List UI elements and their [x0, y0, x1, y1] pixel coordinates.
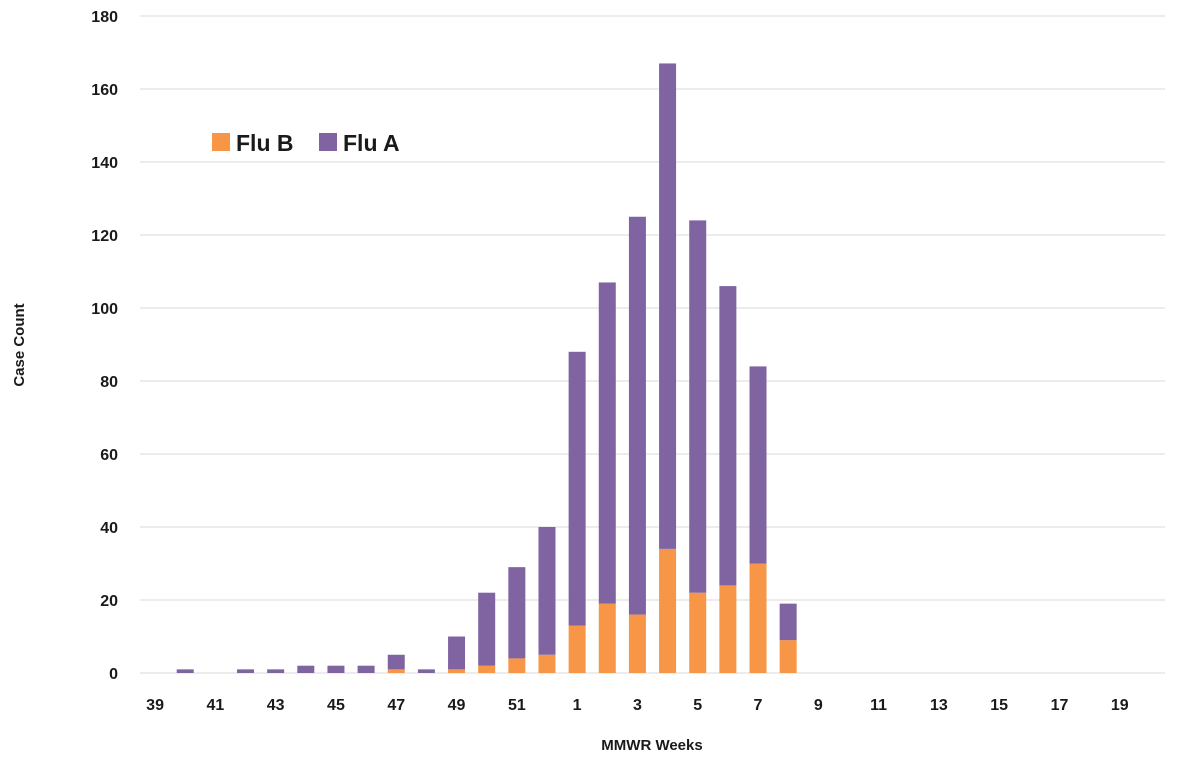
bar-flu-a [659, 63, 677, 549]
bar-flu-a [176, 669, 194, 673]
bars [176, 63, 797, 673]
bar-flu-b [387, 669, 405, 673]
legend-label-flu-a: Flu A [343, 130, 400, 156]
x-axis-title: MMWR Weeks [601, 737, 702, 754]
bar-flu-a [568, 351, 586, 626]
y-tick-label: 40 [100, 520, 118, 537]
bar-flu-b [779, 640, 797, 673]
bar-flu-b [508, 658, 526, 673]
bar-flu-a [478, 592, 496, 666]
x-tick-label: 9 [814, 697, 823, 714]
bar-flu-a [357, 665, 375, 673]
bar-flu-b [749, 563, 767, 673]
x-tick-label: 19 [1111, 697, 1129, 714]
legend: Flu B Flu A [212, 130, 400, 156]
gridlines [140, 15, 1165, 674]
bar-flu-b [659, 548, 677, 673]
bar-flu-a [267, 669, 285, 673]
x-tick-label: 15 [990, 697, 1008, 714]
bar-flu-a [779, 603, 797, 641]
y-tick-label: 20 [100, 593, 118, 610]
bar-flu-b [598, 603, 616, 673]
x-tick-label: 49 [448, 697, 466, 714]
y-tick-label: 60 [100, 447, 118, 464]
bar-flu-a [297, 665, 315, 673]
bar-flu-a [628, 216, 646, 615]
bar-flu-a [508, 567, 526, 659]
bar-flu-a [387, 654, 405, 670]
x-tick-label: 47 [387, 697, 405, 714]
bar-flu-b [719, 585, 737, 673]
bar-flu-b [478, 665, 496, 673]
y-tick-label: 100 [91, 301, 118, 318]
x-tick-label: 13 [930, 697, 948, 714]
bar-flu-a [689, 220, 707, 593]
bar-flu-b [448, 669, 466, 673]
x-tick-label: 51 [508, 697, 526, 714]
x-tick-label: 41 [206, 697, 224, 714]
legend-swatch-flu-a [319, 133, 337, 151]
x-axis-ticks: 39 41 43 45 47 49 51 1 3 5 7 9 11 13 15 17 19 [146, 697, 1129, 714]
bar-flu-a [237, 669, 255, 673]
x-tick-label: 5 [693, 697, 702, 714]
y-tick-label: 120 [91, 228, 118, 245]
bar-flu-b [568, 625, 586, 673]
bar-flu-a [417, 669, 435, 673]
legend-label-flu-b: Flu B [236, 130, 294, 156]
bar-flu-b [689, 592, 707, 673]
bar-flu-a [719, 286, 737, 586]
y-tick-label: 140 [91, 155, 118, 172]
x-tick-label: 1 [573, 697, 582, 714]
legend-swatch-flu-b [212, 133, 230, 151]
x-tick-label: 43 [267, 697, 285, 714]
bar-flu-a [448, 636, 466, 670]
x-tick-label: 11 [870, 697, 887, 714]
y-axis-title: Case Count [11, 303, 28, 386]
y-axis-ticks: 0 20 40 60 80 100 120 140 160 180 [91, 9, 118, 683]
bar-flu-a [598, 282, 616, 604]
x-tick-label: 7 [754, 697, 763, 714]
x-tick-label: 17 [1051, 697, 1069, 714]
y-tick-label: 160 [91, 82, 118, 99]
x-tick-label: 39 [146, 697, 164, 714]
bar-flu-b [628, 614, 646, 673]
bar-flu-a [749, 366, 767, 564]
bar-flu-a [538, 527, 556, 655]
bar-flu-b [538, 654, 556, 673]
bar-flu-a [327, 665, 345, 673]
y-tick-label: 180 [91, 9, 118, 26]
x-tick-label: 45 [327, 697, 345, 714]
x-tick-label: 3 [633, 697, 642, 714]
y-tick-label: 80 [100, 374, 118, 391]
y-tick-label: 0 [109, 666, 118, 683]
